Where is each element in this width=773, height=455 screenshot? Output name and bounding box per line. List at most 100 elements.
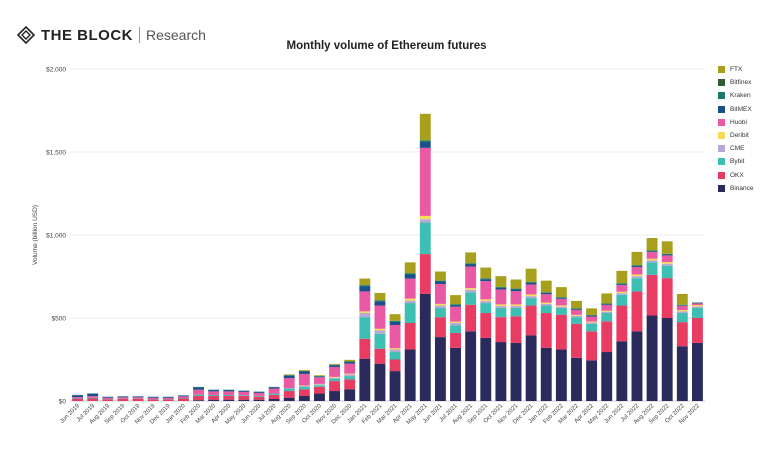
bar-segment-bitmex <box>283 375 295 379</box>
bar-segment-huobi <box>419 147 431 216</box>
legend-label: Deribit <box>730 132 749 140</box>
bar-segment-deribit <box>434 303 446 306</box>
bar-segment-okx <box>374 348 386 364</box>
bar-segment-bitmex <box>193 387 204 390</box>
bar-segment-kraken <box>571 308 582 310</box>
bar-segment-binance <box>465 331 477 401</box>
legend-label: Binance <box>730 184 754 192</box>
bar-segment-bitmex <box>525 282 537 285</box>
bar-segment-huobi <box>450 306 461 322</box>
legend-label: FTX <box>730 66 743 74</box>
bar-segment-bybit <box>555 308 567 315</box>
bar-segment-bybit <box>525 298 537 306</box>
bar-segment-bitmex <box>419 142 431 148</box>
bar-segment-bitmex <box>540 292 552 295</box>
legend-swatch <box>718 79 725 87</box>
bar-segment-okx <box>404 322 416 350</box>
bar-segment-binance <box>223 399 235 401</box>
bar-segment-bitmex <box>510 289 522 292</box>
bar-segment-huobi <box>510 291 522 305</box>
bar-segment-bybit <box>676 313 688 323</box>
bar-segment-kraken <box>404 273 416 275</box>
bar-segment-binance <box>268 399 280 401</box>
bar-segment-okx <box>540 313 552 348</box>
bar-segment-deribit <box>631 274 643 277</box>
bar-segment-deribit <box>465 288 477 290</box>
bar-segment-okx <box>450 332 461 348</box>
bar-segment-kraken <box>359 285 371 287</box>
bar-segment-okx <box>661 278 673 318</box>
bar-segment-cme <box>374 330 386 334</box>
bar-segment-bybit <box>359 317 371 339</box>
bar-segment-huobi <box>480 281 492 300</box>
bar-segment-bitmex <box>162 396 174 398</box>
bar-segment-deribit <box>555 305 567 307</box>
bar-segment-kraken <box>480 278 492 280</box>
bar-segment-kraken <box>389 320 401 322</box>
bar-segment-bybit <box>480 303 492 314</box>
bar-segment-kraken <box>374 300 386 302</box>
bar-segment-huobi <box>646 252 658 259</box>
bar-segment-bitmex <box>374 301 386 306</box>
bar-segment-bitmex <box>676 305 688 306</box>
bar-segment-binance <box>661 318 673 401</box>
bar-segment-deribit <box>540 302 552 304</box>
legend-swatch <box>718 92 725 100</box>
y-tick-label: $500 <box>52 315 67 322</box>
bar-segment-deribit <box>374 328 386 331</box>
bar-segment-cme <box>525 296 537 299</box>
bar-segment-cme <box>571 315 582 318</box>
bar-segment-okx <box>646 274 658 316</box>
bar-segment-bitmex <box>87 393 99 397</box>
chart-title: Monthly volume of Ethereum futures <box>286 40 487 52</box>
bar-segment-bybit <box>601 313 613 322</box>
bar-segment-ftx <box>359 278 371 286</box>
bar-segment-huobi <box>298 373 310 386</box>
bar-segment-okx <box>162 399 174 401</box>
bar-segment-okx <box>631 291 643 332</box>
bar-segment-ftx <box>571 300 582 309</box>
bar-segment-binance <box>646 315 658 401</box>
legend-label: Huobi <box>730 118 747 126</box>
bar-segment-binance <box>510 342 522 401</box>
bar-segment-kraken <box>434 280 446 282</box>
bar-segment-kraken <box>419 140 431 143</box>
bar-segment-kraken <box>586 315 598 316</box>
bar-segment-huobi <box>268 388 280 394</box>
bar-segment-ftx <box>283 374 295 376</box>
bar-segment-bitmex <box>359 286 371 292</box>
bar-segment-binance <box>419 293 431 401</box>
bar-segment-kraken <box>631 265 643 267</box>
legend-swatch <box>718 145 725 153</box>
bar-segment-okx <box>344 379 356 390</box>
bar-segment-okx <box>147 399 159 401</box>
bar-segment-ftx <box>419 113 431 141</box>
bar-segment-cme <box>646 260 658 263</box>
legend-item-okx: OKX <box>718 169 754 182</box>
legend-swatch <box>718 158 725 166</box>
bar-segment-kraken <box>450 304 461 306</box>
bar-segment-deribit <box>359 311 371 314</box>
bar-segment-okx <box>586 331 598 361</box>
legend-label: Bybit <box>730 158 745 166</box>
bar-segment-bitmex <box>495 287 507 290</box>
bar-segment-ftx <box>631 251 643 266</box>
bar-segment-huobi <box>389 324 401 349</box>
bar-segment-ftx <box>525 268 537 282</box>
bar-segment-bybit <box>434 308 446 318</box>
bar-segment-huobi <box>540 294 552 303</box>
bar-segment-cme <box>616 293 628 295</box>
bar-segment-binance <box>253 399 265 401</box>
bar-segment-binance <box>495 342 507 401</box>
bar-segment-binance <box>344 389 356 401</box>
bar-segment-okx <box>434 317 446 338</box>
bar-segment-binance <box>374 363 386 401</box>
bar-segment-binance <box>238 399 250 401</box>
bar-segment-binance <box>691 342 703 401</box>
bar-segment-cme <box>480 301 492 304</box>
bar-segment-bitmex <box>480 279 492 282</box>
bar-segment-bitmex <box>314 376 325 378</box>
bar-segment-kraken <box>465 263 477 265</box>
bar-segment-okx <box>298 389 310 397</box>
